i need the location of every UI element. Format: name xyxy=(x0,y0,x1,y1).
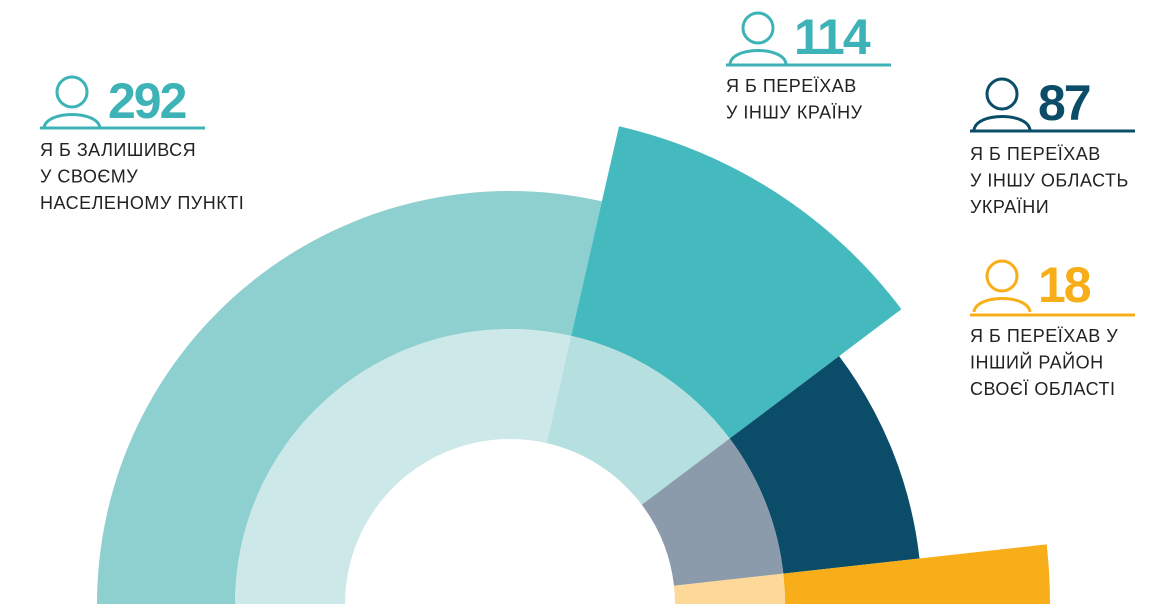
person-icon-head xyxy=(985,77,1019,111)
inner-segment xyxy=(235,328,572,604)
person-icon-body xyxy=(972,115,1032,131)
person-icon-head xyxy=(741,11,775,45)
legend-label: НАСЕЛЕНОМУ ПУНКТІ xyxy=(40,193,244,213)
outer-segment xyxy=(97,190,602,604)
outer-segment xyxy=(729,356,920,574)
legend-label: У СВОЄМУ xyxy=(40,167,138,187)
legend-label: Я Б ПЕРЕЇХАВ У xyxy=(970,326,1118,346)
outer-segment xyxy=(571,126,902,439)
outer-segment xyxy=(783,544,1050,604)
legend-label: Я Б ЗАЛИШИВСЯ xyxy=(40,140,196,160)
legend-number: 87 xyxy=(1038,75,1090,131)
inner-segment xyxy=(641,438,784,586)
legend-label: У ІНШУ ОБЛАСТЬ xyxy=(970,171,1129,191)
person-icon-head xyxy=(55,75,89,109)
inner-segment xyxy=(673,573,785,604)
person-icon-body xyxy=(728,49,788,65)
person-icon-head xyxy=(985,259,1019,293)
inner-segment xyxy=(546,335,730,505)
legend-label: Я Б ПЕРЕЇХАВ xyxy=(970,144,1101,164)
legend-label: Я Б ПЕРЕЇХАВ xyxy=(726,76,857,96)
legend-label: УКРАЇНИ xyxy=(970,197,1049,217)
person-icon-body xyxy=(972,297,1032,313)
legend-number: 292 xyxy=(108,73,186,129)
legend-label: ІНШИЙ РАЙОН xyxy=(970,352,1104,373)
legend-number: 114 xyxy=(794,9,871,65)
legend-label: СВОЄЇ ОБЛАСТІ xyxy=(970,379,1115,399)
person-icon-body xyxy=(42,113,102,129)
legend-number: 18 xyxy=(1038,257,1091,313)
legend-label: У ІНШУ КРАЇНУ xyxy=(726,103,863,123)
